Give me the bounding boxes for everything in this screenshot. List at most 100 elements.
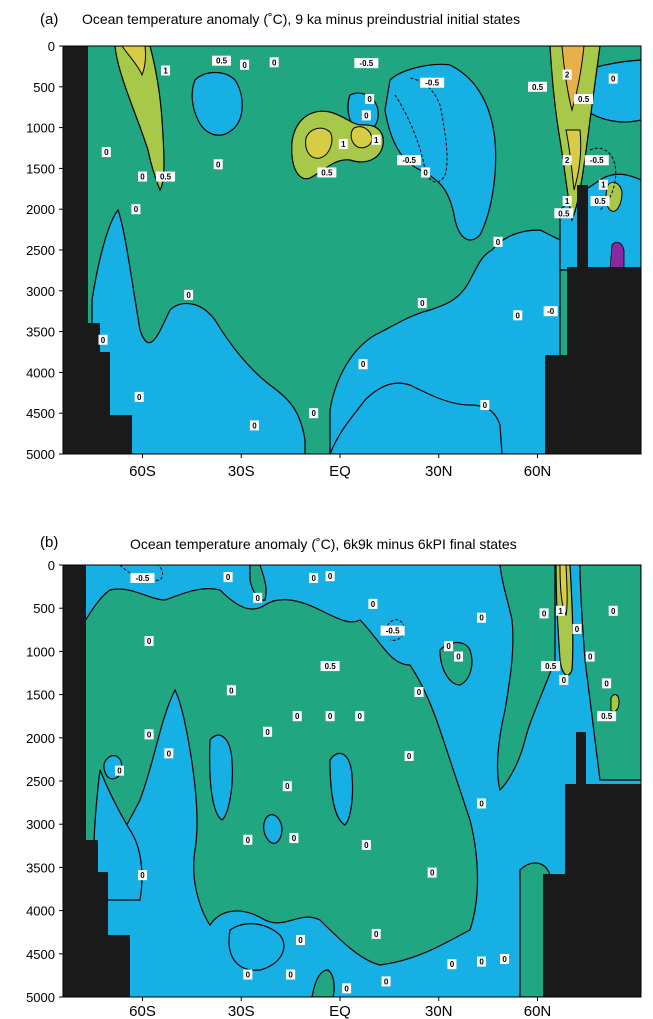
contour-label: 1	[565, 197, 570, 206]
contour-label: 0	[384, 977, 389, 986]
contour-label: 1	[163, 66, 168, 75]
contour-label-background	[598, 179, 608, 190]
contour-label: 0	[167, 749, 172, 758]
contour-label: 0	[542, 609, 547, 618]
contour-label-background	[371, 928, 381, 939]
contour-label-background	[282, 781, 292, 792]
contour-label: 0.5	[545, 662, 557, 671]
panel-a-label: (a)	[40, 11, 58, 28]
contour-label-background	[513, 310, 523, 321]
contour-label-background	[243, 969, 253, 980]
contour-label: 2	[565, 71, 570, 80]
y-tick-label: 3500	[26, 325, 55, 340]
panel-b-negative-region	[228, 923, 285, 971]
contour-label: 0	[229, 686, 234, 695]
contour-label: 0.5	[601, 712, 613, 721]
contour-label: 0	[479, 799, 484, 808]
contour-label-background	[269, 57, 279, 68]
panel-b-warm-region	[610, 694, 620, 713]
panel-b-positive-region	[496, 565, 556, 792]
contour-label-background	[381, 976, 391, 987]
contour-label-background	[338, 138, 348, 149]
contour-label: 0.5	[594, 197, 606, 206]
panel-b-positive-region	[439, 641, 473, 686]
panel-a-negative-region	[191, 71, 243, 136]
contour-label: 0	[252, 421, 257, 430]
contour-label-background	[317, 167, 337, 178]
contour-label-background	[342, 983, 352, 994]
y-tick-label: 5000	[26, 990, 55, 1005]
contour-label: 0	[255, 594, 260, 603]
y-tick-label: 2500	[26, 243, 55, 258]
contour-label: 1	[341, 140, 346, 149]
contour-label-background	[309, 408, 319, 419]
contour-label-background	[263, 726, 273, 737]
contour-label: 0	[611, 75, 616, 84]
contour-label: 0	[358, 712, 363, 721]
contour-label-background	[585, 651, 595, 662]
contour-label-background	[361, 839, 371, 850]
contour-label: -0.5	[136, 574, 150, 583]
contour-label: 0	[420, 299, 425, 308]
panel-a-negative-region	[384, 63, 497, 241]
panel-b-contour-labels: -0.5 0 0 0 0 0 -0.5 0 0 0 0 1 0 0 0 0 0.5 0.5 0 0 0 0 0 0 0 0.5 0 0…	[114, 571, 618, 994]
y-tick-label: 2000	[26, 202, 55, 217]
contour-label: 0	[367, 95, 372, 104]
panel-b-land	[543, 784, 641, 997]
contour-label: 0	[479, 614, 484, 623]
panel-a-field: 0.5 0 0 -0.5 0 -0.5 1 0.5 0 0 0 1 0.5 1 0 -0.5 0 0.5 2 0.5 0…	[63, 46, 641, 454]
contour-label-background	[354, 58, 379, 69]
contour-label-background	[477, 956, 487, 967]
panel-a-x-axis: 60S 30S EQ 30N 60N	[129, 454, 551, 480]
panel-b-y-axis: 0 500 1000 1500 2000 2500 3000 3500 4000 4500 5000	[26, 558, 63, 1005]
contour-label: 0	[311, 574, 316, 583]
panel-a-negative-region	[91, 208, 306, 454]
contour-label-background	[134, 391, 144, 402]
y-tick-label: 5000	[26, 447, 55, 462]
contour-label: 0	[446, 642, 451, 651]
contour-label-background	[98, 334, 108, 345]
contour-label-background	[131, 204, 141, 215]
panel-b-x-axis: 60S 30S EQ 30N 60N	[129, 997, 551, 1019]
contour-label-background	[184, 289, 194, 300]
panel-a-warm-region	[121, 46, 147, 77]
contour-label-background	[608, 605, 618, 616]
contour-label: 0	[611, 607, 616, 616]
contour-label: 0	[407, 752, 412, 761]
panel-b-land	[63, 565, 130, 997]
panel-a-land	[577, 185, 588, 270]
contour-label: 0	[502, 955, 507, 964]
contour-label: 0	[328, 712, 333, 721]
contour-label: 0	[479, 958, 484, 967]
contour-label: 0	[186, 291, 191, 300]
contour-label-background	[371, 134, 381, 145]
x-tick-label: EQ	[329, 463, 351, 480]
contour-label: 0	[483, 401, 488, 410]
panel-b-label: (b)	[40, 534, 58, 551]
contour-label: 1	[374, 136, 379, 145]
contour-label: 0	[450, 960, 455, 969]
contour-label: -0.5	[402, 156, 416, 165]
contour-label: 2	[565, 156, 570, 165]
contour-label-background	[559, 674, 569, 685]
contour-label: 0	[216, 160, 221, 169]
contour-label: -0.5	[359, 59, 373, 68]
panel-b-field: -0.5 0 0 0 0 0 -0.5 0 0 0 0 1 0 0 0 0 0.5 0.5 0 0 0 0 0 0 0 0.5 0 0…	[63, 565, 641, 997]
contour-label: 0	[430, 869, 435, 878]
contour-label-background	[500, 953, 510, 964]
y-tick-label: 4500	[26, 947, 55, 962]
contour-label-background	[447, 959, 457, 970]
x-tick-label: 60N	[524, 1003, 552, 1019]
contour-label: 0	[101, 336, 106, 345]
panel-a-warm-region	[565, 129, 582, 191]
panel-a-cold-region	[609, 241, 625, 271]
contour-label-background	[286, 969, 296, 980]
contour-label-background	[309, 572, 319, 583]
contour-label: 0	[292, 834, 297, 843]
panel-b-positive-region	[249, 565, 267, 601]
x-tick-label: 30N	[425, 1003, 453, 1019]
contour-label-background	[213, 159, 223, 170]
contour-label: 0	[265, 728, 270, 737]
contour-label: 0	[117, 767, 122, 776]
